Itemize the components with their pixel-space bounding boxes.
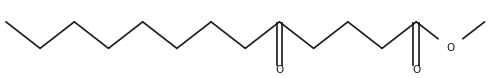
Text: O: O [412, 65, 420, 75]
Text: O: O [446, 43, 455, 53]
Text: O: O [276, 65, 283, 75]
